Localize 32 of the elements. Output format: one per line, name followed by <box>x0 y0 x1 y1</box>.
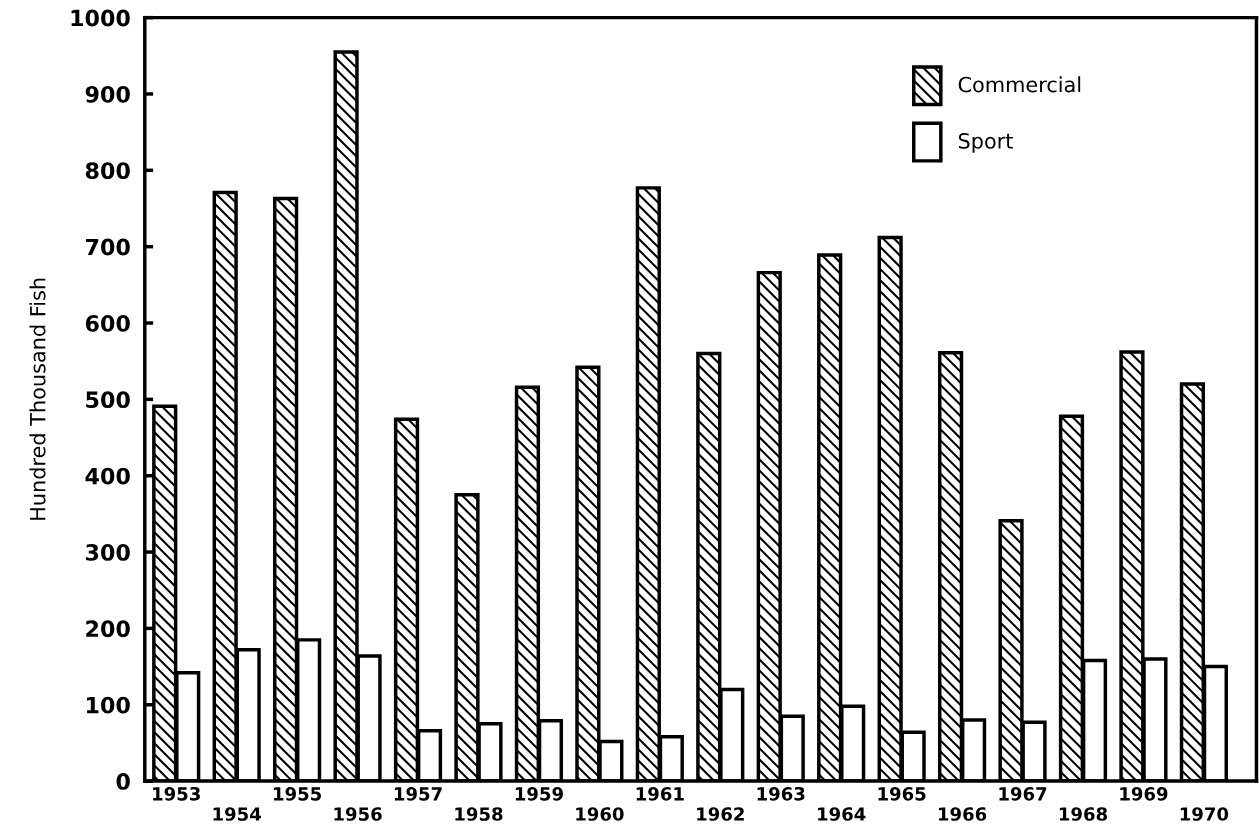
y-tick-label: 0 <box>116 773 130 790</box>
x-tick-label: 1970 <box>1180 807 1229 821</box>
x-tick-label: 1963 <box>757 786 805 801</box>
y-tick-label: 1000 <box>71 9 130 27</box>
x-tick-label: 1968 <box>1059 807 1107 821</box>
x-tick-label: 1960 <box>576 807 624 821</box>
legend-label: Sport <box>958 133 1013 153</box>
x-tick-label: 1969 <box>1120 787 1168 801</box>
x-tick-label: 1957 <box>394 787 442 801</box>
x-tick-label: 1955 <box>274 787 321 801</box>
y-tick-label: 900 <box>85 85 130 103</box>
x-tick-label: 1956 <box>334 807 382 821</box>
x-tick-label: 1959 <box>515 787 563 801</box>
x-tick-label: 1964 <box>818 807 866 821</box>
y-tick-label: 800 <box>85 162 130 180</box>
x-tick-label: 1965 <box>878 787 926 801</box>
x-tick-label: 1953 <box>153 786 200 801</box>
x-tick-label: 1958 <box>455 807 503 821</box>
x-tick-label: 1954 <box>213 807 261 821</box>
x-tick-label: 1966 <box>939 807 987 821</box>
y-tick-label: 400 <box>85 467 130 485</box>
y-tick-label: 600 <box>85 314 130 332</box>
y-tick-label: 700 <box>86 238 130 256</box>
y-tick-label: 500 <box>86 391 130 409</box>
y-tick-label: 200 <box>86 620 130 638</box>
y-axis-title: Hundred Thousand Fish <box>29 278 46 520</box>
y-tick-label: 300 <box>86 544 130 561</box>
y-tick-label: 100 <box>87 696 130 714</box>
x-tick-label: 1962 <box>697 807 744 821</box>
x-tick-label: 1961 <box>636 787 684 801</box>
x-tick-label: 1967 <box>999 787 1047 801</box>
legend-label: Commercial <box>958 76 1081 93</box>
